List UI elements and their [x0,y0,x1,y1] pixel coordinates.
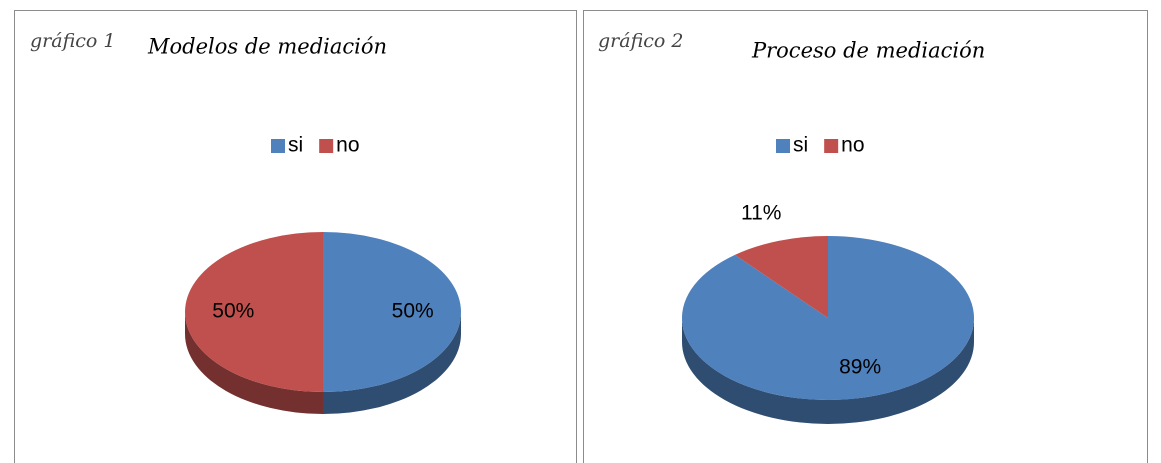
slice [323,232,461,392]
slice-side [323,312,461,414]
legend-swatch [319,139,334,153]
data-label: 89% [839,356,881,379]
slice [734,236,828,318]
legend-label: si [288,134,303,157]
annotation: gráfico 1 [30,30,115,52]
legend-label: no [336,134,359,157]
data-label: 50% [392,300,434,323]
legend-swatch [271,139,285,153]
chart-title: Modelos de mediación [147,35,387,59]
slice [185,232,323,392]
annotation: gráfico 2 [598,30,683,52]
legend-label: si [793,134,808,157]
legend-swatch [776,139,790,153]
slice-side [682,318,974,424]
data-label: 11% [741,201,781,224]
slice-side [185,312,323,414]
legend-swatch [824,139,839,153]
data-label: 50% [212,300,254,323]
legend-label: no [841,134,864,157]
chart-title: Proceso de mediación [751,39,985,63]
